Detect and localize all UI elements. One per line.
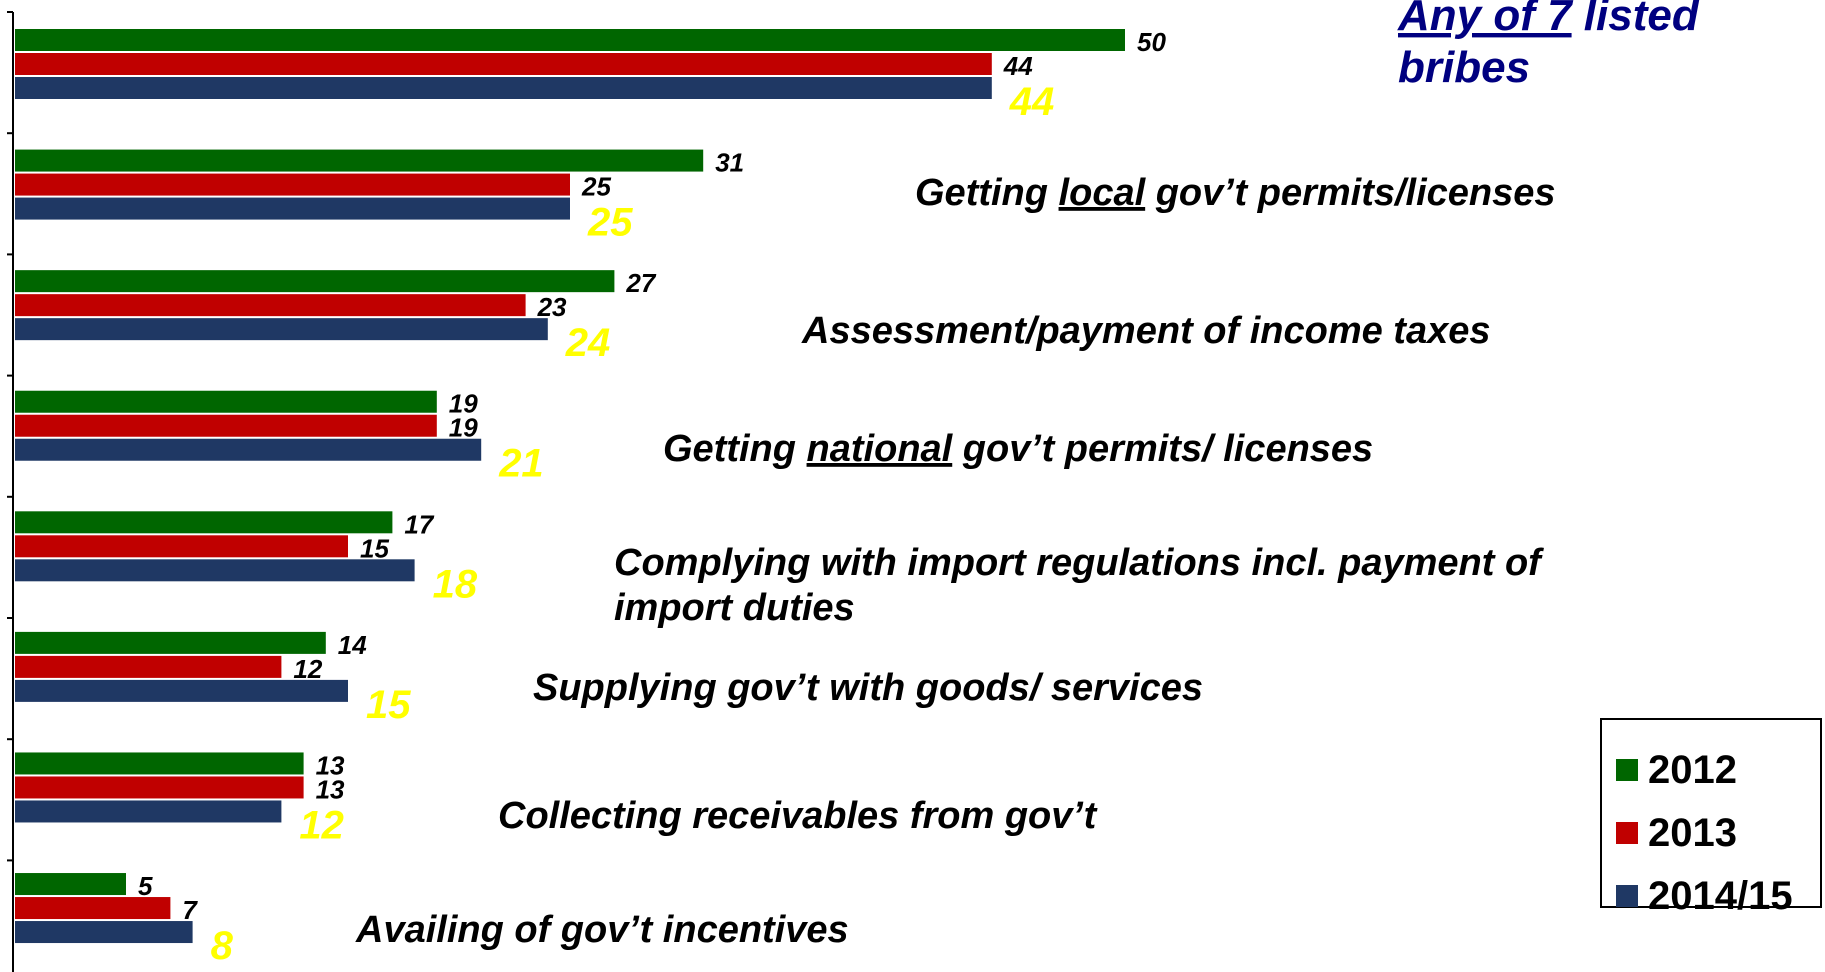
bar: [15, 511, 393, 534]
data-label: 15: [360, 533, 389, 563]
legend-label-2013: 2013: [1648, 810, 1737, 855]
legend-swatch-2013: [1616, 822, 1638, 844]
data-label: 21: [498, 442, 544, 486]
bar: [15, 270, 615, 293]
category-label-line2: import duties: [614, 587, 855, 629]
bar: [15, 53, 992, 75]
bar: [15, 294, 526, 317]
data-label: 18: [433, 562, 478, 606]
data-label: 19: [449, 389, 478, 419]
bar: [15, 438, 482, 461]
bar: [15, 752, 304, 775]
category-label: Getting national gov’t permits/ licenses: [663, 428, 1373, 470]
data-label: 25: [587, 201, 633, 245]
bar: [15, 535, 348, 558]
bar: [15, 173, 570, 196]
legend-swatch-2012: [1616, 759, 1638, 781]
data-label: 7: [182, 895, 198, 925]
bar: [15, 390, 437, 413]
data-label: 5: [138, 871, 153, 901]
bar: [15, 776, 304, 799]
data-label: 14: [338, 630, 367, 660]
data-label: 19: [449, 413, 478, 443]
bar: [15, 559, 415, 582]
legend-item-2014-15: 2014/15: [1616, 873, 1793, 918]
data-label: 25: [581, 172, 611, 202]
data-label: 44: [1003, 51, 1033, 81]
data-label: 23: [537, 292, 567, 322]
category-label: Assessment/payment of income taxes: [801, 310, 1491, 352]
bar: [15, 655, 282, 678]
legend-item-2013: 2013: [1616, 810, 1737, 855]
data-label: 44: [1009, 80, 1055, 124]
bar: [15, 873, 126, 896]
bar: [15, 197, 570, 220]
legend-item-2012: 2012: [1616, 747, 1737, 792]
bar: [15, 414, 437, 437]
bar: [15, 679, 348, 702]
bar: [15, 149, 704, 172]
data-label: 27: [625, 268, 656, 298]
data-label: 50: [1137, 27, 1166, 57]
category-label: Getting local gov’t permits/licenses: [915, 172, 1556, 214]
data-label: 12: [299, 803, 344, 847]
data-label: 31: [715, 148, 744, 178]
data-label: 17: [404, 509, 434, 539]
category-label: Collecting receivables from gov’t: [498, 795, 1098, 837]
data-label: 13: [316, 774, 345, 804]
data-label: 15: [366, 683, 411, 727]
data-label: 8: [211, 924, 234, 968]
bar: [15, 897, 171, 920]
legend-label-2012: 2012: [1648, 747, 1737, 792]
bar: [15, 921, 193, 944]
data-label: 13: [316, 750, 345, 780]
bar: [15, 29, 1125, 51]
data-label: 24: [565, 321, 611, 365]
category-label-line2: bribes: [1398, 43, 1530, 92]
category-label: Complying with import regulations incl. …: [614, 542, 1544, 584]
category-label: Availing of gov’t incentives: [355, 909, 849, 951]
legend-label-2014-15: 2014/15: [1648, 873, 1793, 918]
bar: [15, 77, 992, 99]
bar: [15, 631, 326, 654]
data-label: 12: [293, 654, 322, 684]
bar: [15, 800, 282, 823]
legend-swatch-2014-15: [1616, 885, 1638, 907]
category-label: Any of 7 listed: [1397, 0, 1700, 40]
legend: 2012 2013 2014/15: [1600, 718, 1822, 918]
bar: [15, 318, 548, 341]
category-label: Supplying gov’t with goods/ services: [533, 667, 1203, 709]
